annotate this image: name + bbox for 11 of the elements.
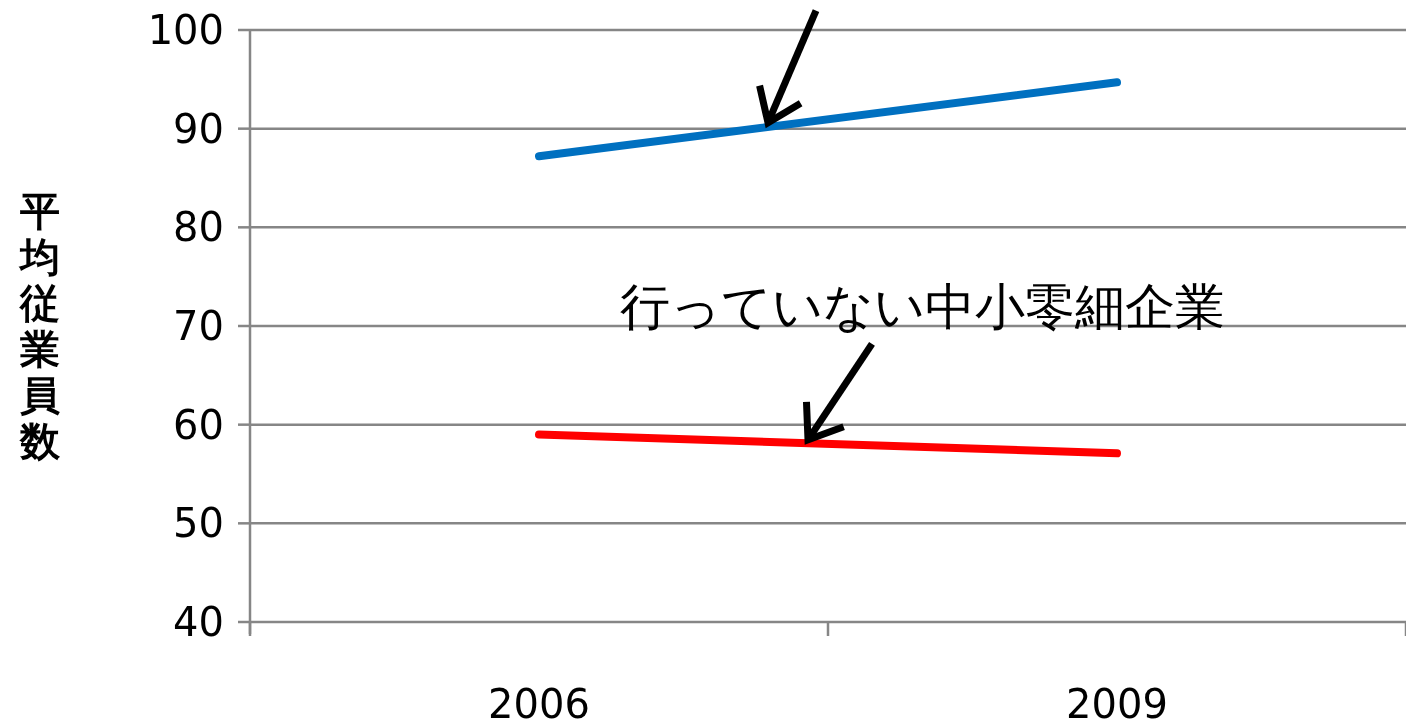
text: 行っていない中小零細企業	[619, 277, 1225, 336]
x-tick-label: 2009	[1066, 681, 1168, 721]
y-tick-label: 80	[173, 204, 224, 251]
y-tick-label: 60	[173, 401, 224, 448]
y-tick-label: 100	[147, 7, 224, 53]
y-tick-label: 90	[173, 105, 224, 152]
y-axis-title: 平均従業員数	[18, 188, 61, 464]
y-tick-label: 40	[173, 599, 224, 645]
y-tick-label: 70	[173, 303, 224, 349]
y-tick-label: 50	[173, 500, 224, 547]
x-tick-label: 2006	[488, 681, 590, 721]
